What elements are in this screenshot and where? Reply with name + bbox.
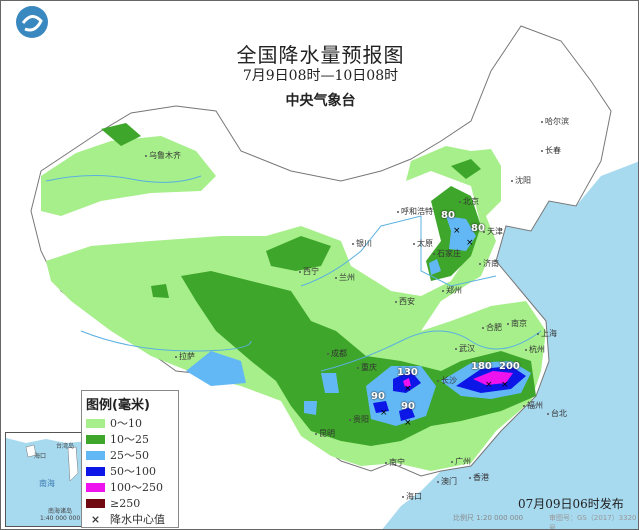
inset-label: 南海诸岛 (48, 508, 73, 515)
city-label: 广州 (451, 457, 471, 466)
rain-center-value: 90 (401, 401, 415, 412)
city-label: 昆明 (315, 429, 335, 438)
rain-center-marker: × (466, 238, 474, 248)
city-label: 银川 (352, 239, 372, 248)
city-label: 成都 (327, 349, 347, 358)
legend-swatch (86, 434, 105, 444)
rain-center-marker: × (404, 384, 412, 394)
city-label: 乌鲁木齐 (145, 151, 181, 160)
city-label: 西安 (395, 297, 415, 306)
city-label: 太原 (413, 239, 433, 248)
legend-swatch (86, 482, 105, 492)
south-china-sea-inset: 台湾岛 海口 南海 南海诸岛 1:40 000 000 (5, 432, 89, 527)
city-label: 重庆 (357, 363, 377, 372)
cma-logo (13, 3, 51, 41)
legend-label: 0～10 (110, 417, 142, 430)
legend-swatch (86, 450, 105, 460)
cross-icon: × (90, 512, 101, 526)
city-label: 西宁 (299, 267, 319, 276)
rain-center-value: 90 (371, 391, 385, 402)
legend-label: ≥250 (110, 496, 141, 510)
city-label: 南京 (507, 319, 527, 328)
city-label: 南宁 (385, 458, 405, 467)
city-label: 济南 (479, 259, 499, 268)
city-label: 澳门 (437, 477, 457, 486)
city-label: 天津 (483, 227, 503, 236)
issue-time: 07月09日06时发布 (518, 497, 624, 511)
review-number: 审图号：GS（2017）3320号 (549, 514, 637, 530)
legend-label: 100～250 (110, 481, 163, 494)
legend-swatch (86, 466, 105, 476)
rain-center-marker: × (404, 418, 412, 428)
city-label: 郑州 (442, 286, 462, 295)
legend-label: 25～50 (110, 449, 149, 462)
city-label: 兰州 (335, 273, 355, 282)
city-label: 台北 (547, 409, 567, 418)
city-label: 哈尔滨 (541, 117, 569, 126)
city-label: 北京 (459, 197, 479, 206)
city-label: 武汉 (455, 344, 475, 353)
issuer: 中央气象台 (285, 93, 356, 109)
rain-center-value: 80 (441, 210, 455, 221)
city-label: 长春 (541, 146, 561, 155)
legend-item: × 降水中心值 (86, 511, 174, 527)
city-label: 合肥 (482, 323, 502, 332)
rain-center-marker: × (380, 408, 388, 418)
legend-title: 图例(毫米) (86, 398, 150, 413)
map-title: 全国降水量预报图 (236, 43, 405, 67)
city-label: 福州 (523, 401, 543, 410)
rain-center-value: 200 (499, 361, 520, 372)
rain-center-value: 80 (471, 223, 485, 234)
rain-area-100-250 (403, 371, 513, 387)
legend-swatch (86, 418, 105, 428)
legend-item: 0～10 (86, 415, 174, 431)
inset-label: 南海 (39, 479, 55, 488)
city-label: 海口 (402, 492, 422, 501)
legend-item: 10～25 (86, 431, 174, 447)
legend-label: 降水中心值 (110, 513, 165, 526)
city-label: 石家庄 (433, 249, 461, 258)
city-label: 沈阳 (511, 176, 531, 185)
city-label: 拉萨 (175, 352, 195, 361)
city-label: 香港 (469, 473, 489, 482)
inset-label: 海口 (34, 453, 47, 460)
city-label: 上海 (537, 329, 557, 338)
city-label: 呼和浩特 (397, 207, 433, 216)
city-label: 贵阳 (349, 415, 369, 424)
legend-item: ≥250 (86, 495, 174, 511)
rain-center-value: 180 (471, 361, 492, 372)
city-label: 杭州 (525, 345, 545, 354)
legend: 图例(毫米) 0～10 10～25 25～50 50～100 100～250 ≥250 × 降… (81, 390, 179, 528)
legend-label: 50～100 (110, 465, 156, 478)
rain-center-marker: × (485, 380, 493, 390)
rain-center-marker: × (453, 226, 461, 236)
legend-item: 100～250 (86, 479, 174, 495)
legend-swatch (86, 498, 105, 508)
legend-item: 25～50 (86, 447, 174, 463)
ocean (382, 161, 638, 529)
map-scale: 比例尺 1:20 000 000 (453, 514, 524, 522)
rain-center-marker: × (501, 380, 509, 390)
inset-scale: 1:40 000 000 (40, 515, 81, 522)
city-label: 长沙 (437, 376, 457, 385)
legend-item: 50～100 (86, 463, 174, 479)
rivers (45, 174, 542, 372)
legend-label: 10～25 (110, 433, 149, 446)
inset-label: 台湾岛 (56, 443, 75, 450)
rain-center-value: 130 (397, 367, 418, 378)
forecast-period: 7月9日08时—10日08时 (242, 68, 399, 84)
